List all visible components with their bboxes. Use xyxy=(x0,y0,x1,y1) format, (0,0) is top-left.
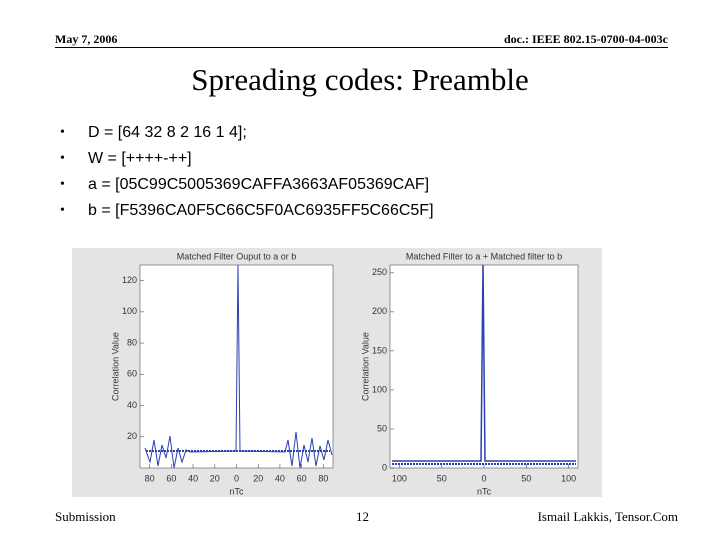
footer-right: Ismail Lakkis, Tensor.Com xyxy=(537,509,678,524)
y-tick-label: 50 xyxy=(377,423,387,433)
y-tick-label: 200 xyxy=(372,306,387,316)
bullet-text: b = [F5396CA0F5C66C5F0AC6935FF5C66C5F] xyxy=(88,202,434,219)
y-tick-label: 150 xyxy=(372,345,387,355)
x-tick-label: 40 xyxy=(188,473,198,483)
y-tick-label: 60 xyxy=(127,369,137,379)
bullet-text: D = [64 32 8 2 16 1 4]; xyxy=(88,124,247,141)
y-tick-label: 40 xyxy=(127,400,137,410)
header-date: May 7, 2006 xyxy=(55,32,118,46)
plot-title: Matched Filter to a + Matched filter to … xyxy=(406,251,562,261)
x-tick-label: 40 xyxy=(275,473,285,483)
x-tick-label: 20 xyxy=(253,473,263,483)
y-tick-label: 100 xyxy=(372,384,387,394)
x-tick-label: 20 xyxy=(210,473,220,483)
slide-title: Spreading codes: Preamble xyxy=(191,62,529,97)
y-tick-label: 250 xyxy=(372,267,387,277)
x-tick-label: 80 xyxy=(145,473,155,483)
y-tick-label: 20 xyxy=(127,431,137,441)
x-tick-label: 0 xyxy=(234,473,239,483)
footer-left: Submission xyxy=(55,509,116,524)
y-axis-label: Correlation Value xyxy=(360,332,370,401)
plot-title: Matched Filter Ouput to a or b xyxy=(177,251,297,261)
y-tick-label: 100 xyxy=(122,306,137,316)
header-rule xyxy=(55,47,668,48)
bullet-dot: • xyxy=(60,203,65,218)
x-tick-label: 50 xyxy=(521,473,531,483)
y-tick-label: 120 xyxy=(122,275,137,285)
bullet-dot: • xyxy=(60,177,65,192)
trace xyxy=(392,264,576,462)
bullet-text: a = [05C99C5005369CAFFA3663AF05369CAF] xyxy=(88,176,430,193)
y-tick-label: 80 xyxy=(127,337,137,347)
header-doc: doc.: IEEE 802.15-0700-04-003c xyxy=(504,32,668,46)
x-axis-label: nTc xyxy=(477,486,492,496)
bullet-dot: • xyxy=(60,125,65,140)
y-tick-label: 0 xyxy=(382,462,387,472)
page-number: 12 xyxy=(356,509,369,524)
x-tick-label: 60 xyxy=(166,473,176,483)
x-tick-label: 100 xyxy=(561,473,576,483)
x-tick-label: 100 xyxy=(392,473,407,483)
x-tick-label: 0 xyxy=(481,473,486,483)
x-axis-label: nTc xyxy=(229,486,244,496)
y-axis-label: Correlation Value xyxy=(110,332,120,401)
x-tick-label: 80 xyxy=(318,473,328,483)
x-tick-label: 60 xyxy=(297,473,307,483)
bullet-text: W = [++++-++] xyxy=(88,150,192,167)
x-tick-label: 50 xyxy=(437,473,447,483)
bullet-dot: • xyxy=(60,151,65,166)
